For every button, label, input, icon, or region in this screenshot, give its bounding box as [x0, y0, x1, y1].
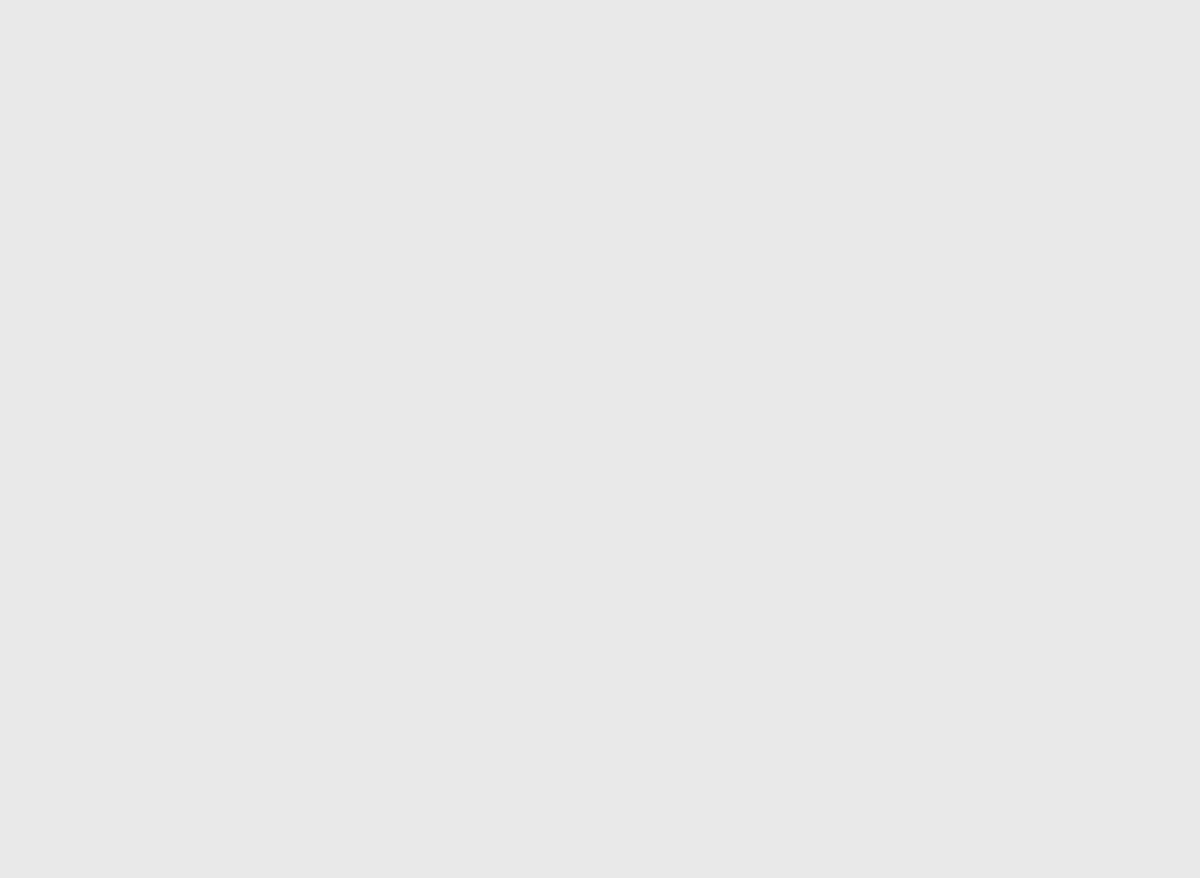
- Text: f: f: [232, 539, 239, 558]
- Text: f: f: [268, 28, 275, 46]
- Text: f: f: [266, 731, 274, 749]
- Text: Preview: Preview: [287, 683, 352, 702]
- Text: . (Enter "theta" for θ.): . (Enter "theta" for θ.): [274, 731, 491, 749]
- Text: ?: ?: [244, 637, 254, 655]
- Text: midline: midline: [138, 539, 212, 558]
- Text: is shown below.: is shown below.: [278, 28, 439, 46]
- Text: 2: 2: [56, 500, 67, 517]
- Text: 3 =  3.: 3 = 3.: [374, 683, 436, 702]
- Text: ?: ?: [220, 462, 230, 479]
- Text: c.  What is the amplitude of: c. What is the amplitude of: [10, 637, 290, 655]
- Text: ✓: ✓: [260, 683, 275, 702]
- Text: y =: y =: [42, 591, 76, 609]
- Text: 3sin(2: 3sin(2: [121, 779, 176, 797]
- Text: 3: 3: [56, 683, 67, 702]
- Text: ↑: ↑: [326, 777, 344, 797]
- Text: ✓: ✓: [260, 500, 275, 517]
- Text: f(θ): f(θ): [446, 64, 478, 82]
- Text: θ: θ: [851, 177, 863, 197]
- Text: a.  What is the period of: a. What is the period of: [10, 462, 254, 479]
- Text: ?: ?: [240, 539, 251, 558]
- Text: ▶: ▶: [338, 781, 346, 791]
- Text: ✓: ✓: [286, 591, 300, 609]
- Text: 3 sin(2 syntax error. (unmatched parens).: 3 sin(2 syntax error. (unmatched parens)…: [440, 779, 821, 797]
- Text: f(θ) =: f(θ) =: [42, 779, 98, 797]
- Text: f: f: [236, 637, 244, 655]
- Text: Preview: Preview: [354, 779, 419, 797]
- Text: f: f: [212, 462, 220, 479]
- Text: b.  What is the: b. What is the: [10, 539, 161, 558]
- Text: -1: -1: [82, 591, 98, 609]
- Text: The graph of a periodic function: The graph of a periodic function: [10, 28, 337, 46]
- Text: for: for: [200, 539, 241, 558]
- Text: Preview: Preview: [287, 500, 352, 517]
- Text: d.  Write a function formula for: d. Write a function formula for: [10, 731, 325, 749]
- Text: Preview: Preview: [312, 591, 377, 609]
